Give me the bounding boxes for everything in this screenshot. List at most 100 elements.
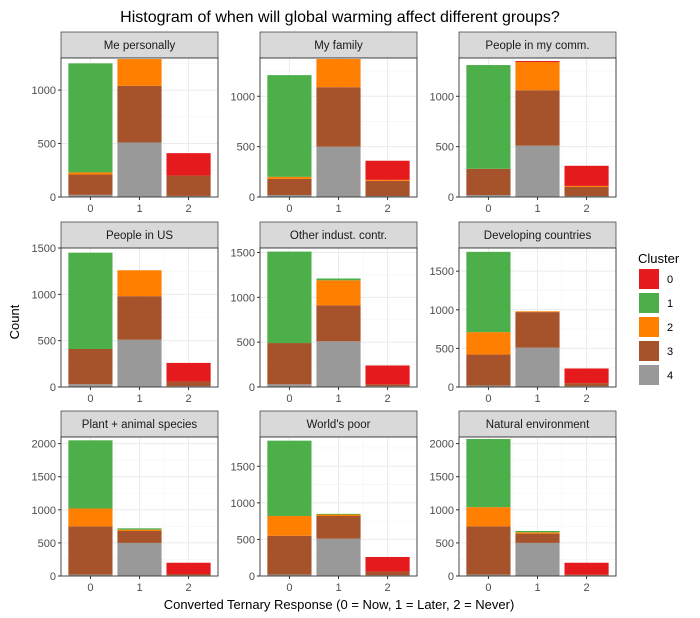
bar-segment-cluster-0: [365, 365, 410, 385]
bar-segment-cluster-2: [564, 185, 609, 187]
facet-title: Me personally: [104, 40, 176, 52]
bar-segment-cluster-0: [515, 61, 560, 63]
bar-segment-cluster-3: [564, 186, 609, 196]
x-tick-label: 0: [485, 203, 491, 215]
y-tick-label: 1000: [231, 91, 255, 103]
bar-segment-cluster-4: [515, 542, 560, 576]
y-tick-label: 2000: [430, 439, 454, 451]
y-tick-label: 500: [237, 142, 255, 154]
bar-segment-cluster-4: [166, 386, 211, 387]
x-axis-title: Converted Ternary Response (0 = Now, 1 =…: [164, 597, 515, 612]
facet-strip: [259, 221, 418, 249]
bar-segment-cluster-4: [564, 195, 609, 197]
bar-segment-cluster-2: [68, 172, 113, 175]
facet-strip: [60, 31, 219, 59]
bar-segment-cluster-3: [166, 574, 211, 576]
y-tick-label: 0: [448, 571, 454, 583]
bar-segment-cluster-2: [515, 532, 560, 534]
facet-title: Developing countries: [484, 230, 592, 242]
y-tick-label: 1000: [231, 498, 255, 510]
bar-segment-cluster-4: [117, 542, 162, 576]
legend-key-cluster-4: [639, 365, 659, 385]
bar-segment-cluster-3: [267, 178, 312, 195]
bar-segment-cluster-0: [564, 562, 609, 575]
bar-segment-cluster-2: [117, 59, 162, 86]
bar-segment-cluster-4: [68, 574, 113, 576]
bar-segment-cluster-4: [316, 341, 361, 387]
y-tick-label: 1000: [430, 305, 454, 317]
bar-segment-cluster-4: [68, 384, 113, 387]
y-tick-label: 1000: [430, 91, 454, 103]
bar-segment-cluster-1: [267, 251, 312, 344]
x-tick-label: 1: [136, 393, 142, 405]
bar-segment-cluster-2: [117, 529, 162, 531]
facet-panel: Me personally 0 500 1000 0 1 2: [32, 31, 219, 215]
facet-panel: World's poor 0 500 1000 1500 0 1 2: [231, 410, 418, 594]
bar-segment-cluster-1: [466, 65, 511, 169]
legend-key-cluster-0: [639, 269, 659, 289]
legend-key-cluster-1: [639, 293, 659, 313]
y-tick-label: 500: [436, 343, 454, 355]
y-tick-label: 1500: [231, 247, 255, 259]
facet-title: Plant + animal species: [82, 419, 198, 431]
bar-segment-cluster-4: [466, 385, 511, 387]
x-tick-label: 0: [485, 393, 491, 405]
x-tick-label: 1: [534, 393, 540, 405]
facet-panel: Developing countries 0 500 1000 1500 0 1 2: [430, 221, 617, 405]
y-tick-label: 1000: [32, 289, 56, 301]
bar-segment-cluster-0: [166, 362, 211, 382]
facet-title: My family: [314, 40, 363, 52]
facet-panel: Plant + animal species 0 500 1000 1500 2000 0 1…: [32, 410, 219, 594]
y-tick-label: 1000: [430, 505, 454, 517]
bar-segment-cluster-3: [68, 349, 113, 385]
bar-segment-cluster-2: [316, 514, 361, 517]
bar-segment-cluster-3: [564, 574, 609, 576]
x-tick-label: 0: [286, 393, 292, 405]
x-tick-label: 1: [335, 203, 341, 215]
bar-segment-cluster-4: [117, 142, 162, 197]
x-tick-label: 2: [186, 393, 192, 405]
bar-segment-cluster-1: [515, 530, 560, 533]
bar-segment-cluster-2: [316, 59, 361, 88]
facet-panel: People in US 0 500 1000 1500 0 1 2: [32, 221, 219, 405]
bar-segment-cluster-4: [267, 194, 312, 197]
facet-strip: [60, 221, 219, 249]
y-tick-label: 1500: [32, 243, 56, 255]
facet-title: People in US: [106, 230, 173, 242]
bar-segment-cluster-3: [466, 168, 511, 195]
facet-title: People in my comm.: [485, 40, 589, 52]
x-tick-label: 1: [534, 203, 540, 215]
bar-segment-cluster-3: [166, 381, 211, 387]
bar-segment-cluster-4: [316, 146, 361, 197]
bar-segment-cluster-3: [68, 174, 113, 195]
bar-segment-cluster-0: [564, 165, 609, 186]
x-tick-label: 0: [286, 582, 292, 594]
y-tick-label: 0: [50, 192, 56, 204]
x-tick-label: 2: [385, 582, 391, 594]
legend-label: 1: [667, 298, 673, 310]
x-tick-label: 0: [87, 393, 93, 405]
y-tick-label: 1500: [430, 472, 454, 484]
y-tick-label: 1500: [231, 461, 255, 473]
bar-segment-cluster-3: [365, 180, 410, 196]
bar-segment-cluster-1: [466, 251, 511, 333]
x-tick-label: 1: [136, 203, 142, 215]
y-tick-label: 1000: [32, 85, 56, 97]
y-tick-label: 1500: [430, 266, 454, 278]
bar-segment-cluster-2: [68, 508, 113, 527]
y-tick-label: 1000: [32, 505, 56, 517]
bar-segment-cluster-0: [166, 562, 211, 575]
bar-segment-cluster-3: [316, 516, 361, 539]
bar-segment-cluster-0: [166, 153, 211, 176]
facet-title: Natural environment: [486, 419, 590, 431]
facet-panel: Other indust. contr. 0 500 1000 1500 0 1 2: [231, 221, 418, 405]
bar-segment-cluster-0: [365, 556, 410, 572]
bar-segment-cluster-2: [365, 179, 410, 181]
facet-panel: People in my comm. 0 500 1000 0 1 2: [430, 31, 617, 215]
bar-segment-cluster-1: [316, 278, 361, 281]
legend-label: 0: [667, 274, 673, 286]
bar-segment-cluster-2: [117, 270, 162, 297]
x-tick-label: 0: [87, 203, 93, 215]
x-tick-label: 1: [136, 582, 142, 594]
